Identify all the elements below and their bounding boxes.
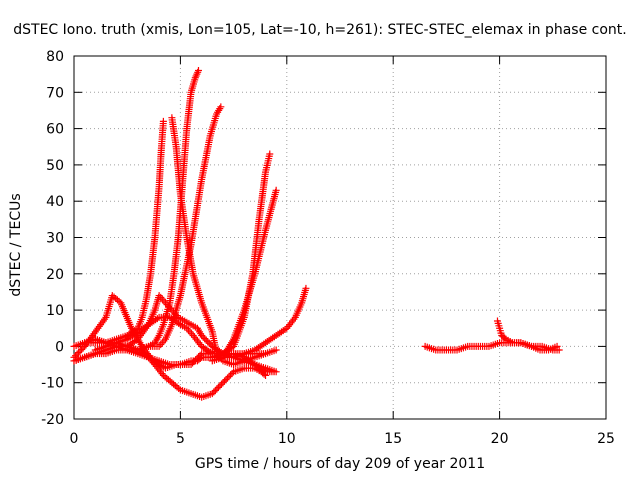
y-tick-label: 50 — [46, 158, 64, 174]
data-point — [217, 103, 225, 111]
data-point — [220, 377, 228, 385]
series-13 — [493, 317, 561, 354]
y-tick-label: 20 — [46, 267, 64, 283]
data-point — [553, 342, 561, 350]
data-point — [202, 336, 210, 344]
data-point — [222, 376, 230, 384]
data-point — [196, 355, 204, 362]
series-11 — [208, 186, 280, 365]
y-tick-label: 70 — [46, 85, 64, 101]
data-point — [227, 371, 235, 379]
data-point — [75, 349, 83, 357]
data-point — [158, 339, 166, 347]
data-point — [160, 297, 168, 305]
data-point — [266, 150, 274, 158]
data-point — [72, 352, 80, 360]
data-point — [208, 390, 216, 398]
data-point — [213, 385, 221, 393]
data-point — [216, 382, 224, 390]
data-point — [262, 371, 270, 379]
data-point — [201, 335, 209, 343]
data-point — [225, 372, 233, 380]
data-point — [186, 328, 194, 336]
data-point — [157, 341, 165, 349]
x-tick-label: 25 — [597, 431, 615, 447]
series-9 — [168, 114, 280, 369]
data-points — [70, 67, 563, 401]
data-point — [199, 333, 207, 341]
y-axis-label: dSTEC / TECUs — [8, 193, 24, 297]
data-point — [194, 67, 202, 75]
data-point — [272, 346, 280, 354]
data-point — [76, 347, 84, 355]
x-tick-label: 10 — [278, 431, 296, 447]
data-point — [501, 334, 509, 342]
x-tick-label: 5 — [176, 431, 185, 447]
data-point — [272, 186, 280, 194]
data-point — [302, 284, 310, 292]
data-point — [228, 369, 236, 377]
data-point — [198, 332, 206, 340]
data-point — [217, 380, 225, 388]
y-tick-label: 60 — [46, 122, 64, 138]
y-tick-label: 10 — [46, 303, 64, 319]
data-point — [78, 346, 86, 354]
data-point — [555, 346, 563, 354]
chart-title: dSTEC Iono. truth (xmis, Lon=105, Lat=-1… — [13, 22, 627, 38]
data-point — [73, 350, 81, 358]
x-axis-label: GPS time / hours of day 209 of year 2011 — [194, 456, 486, 472]
data-point — [70, 353, 78, 361]
series-1 — [70, 117, 167, 350]
data-point — [210, 388, 218, 396]
x-tick-label: 15 — [384, 431, 402, 447]
x-tick-label: 20 — [491, 431, 509, 447]
y-tick-label: 0 — [55, 339, 64, 355]
data-point — [211, 386, 219, 394]
y-tick-label: -20 — [41, 412, 64, 428]
y-tick-label: 80 — [46, 49, 64, 65]
y-tick-label: 30 — [46, 231, 64, 247]
data-point — [204, 338, 212, 346]
data-point — [260, 370, 268, 378]
data-point — [219, 379, 227, 387]
data-point — [159, 117, 167, 125]
y-tick-label: -10 — [41, 376, 64, 392]
data-point — [175, 385, 183, 393]
data-point — [272, 368, 280, 376]
data-point — [214, 383, 222, 391]
y-tick-label: 40 — [46, 194, 64, 210]
axis-ticks: 0 5 10 15 20 25 -20 -10 0 10 20 30 40 50 60 70 80 — [41, 49, 615, 447]
x-tick-label: 0 — [70, 431, 79, 447]
data-point — [224, 374, 232, 382]
